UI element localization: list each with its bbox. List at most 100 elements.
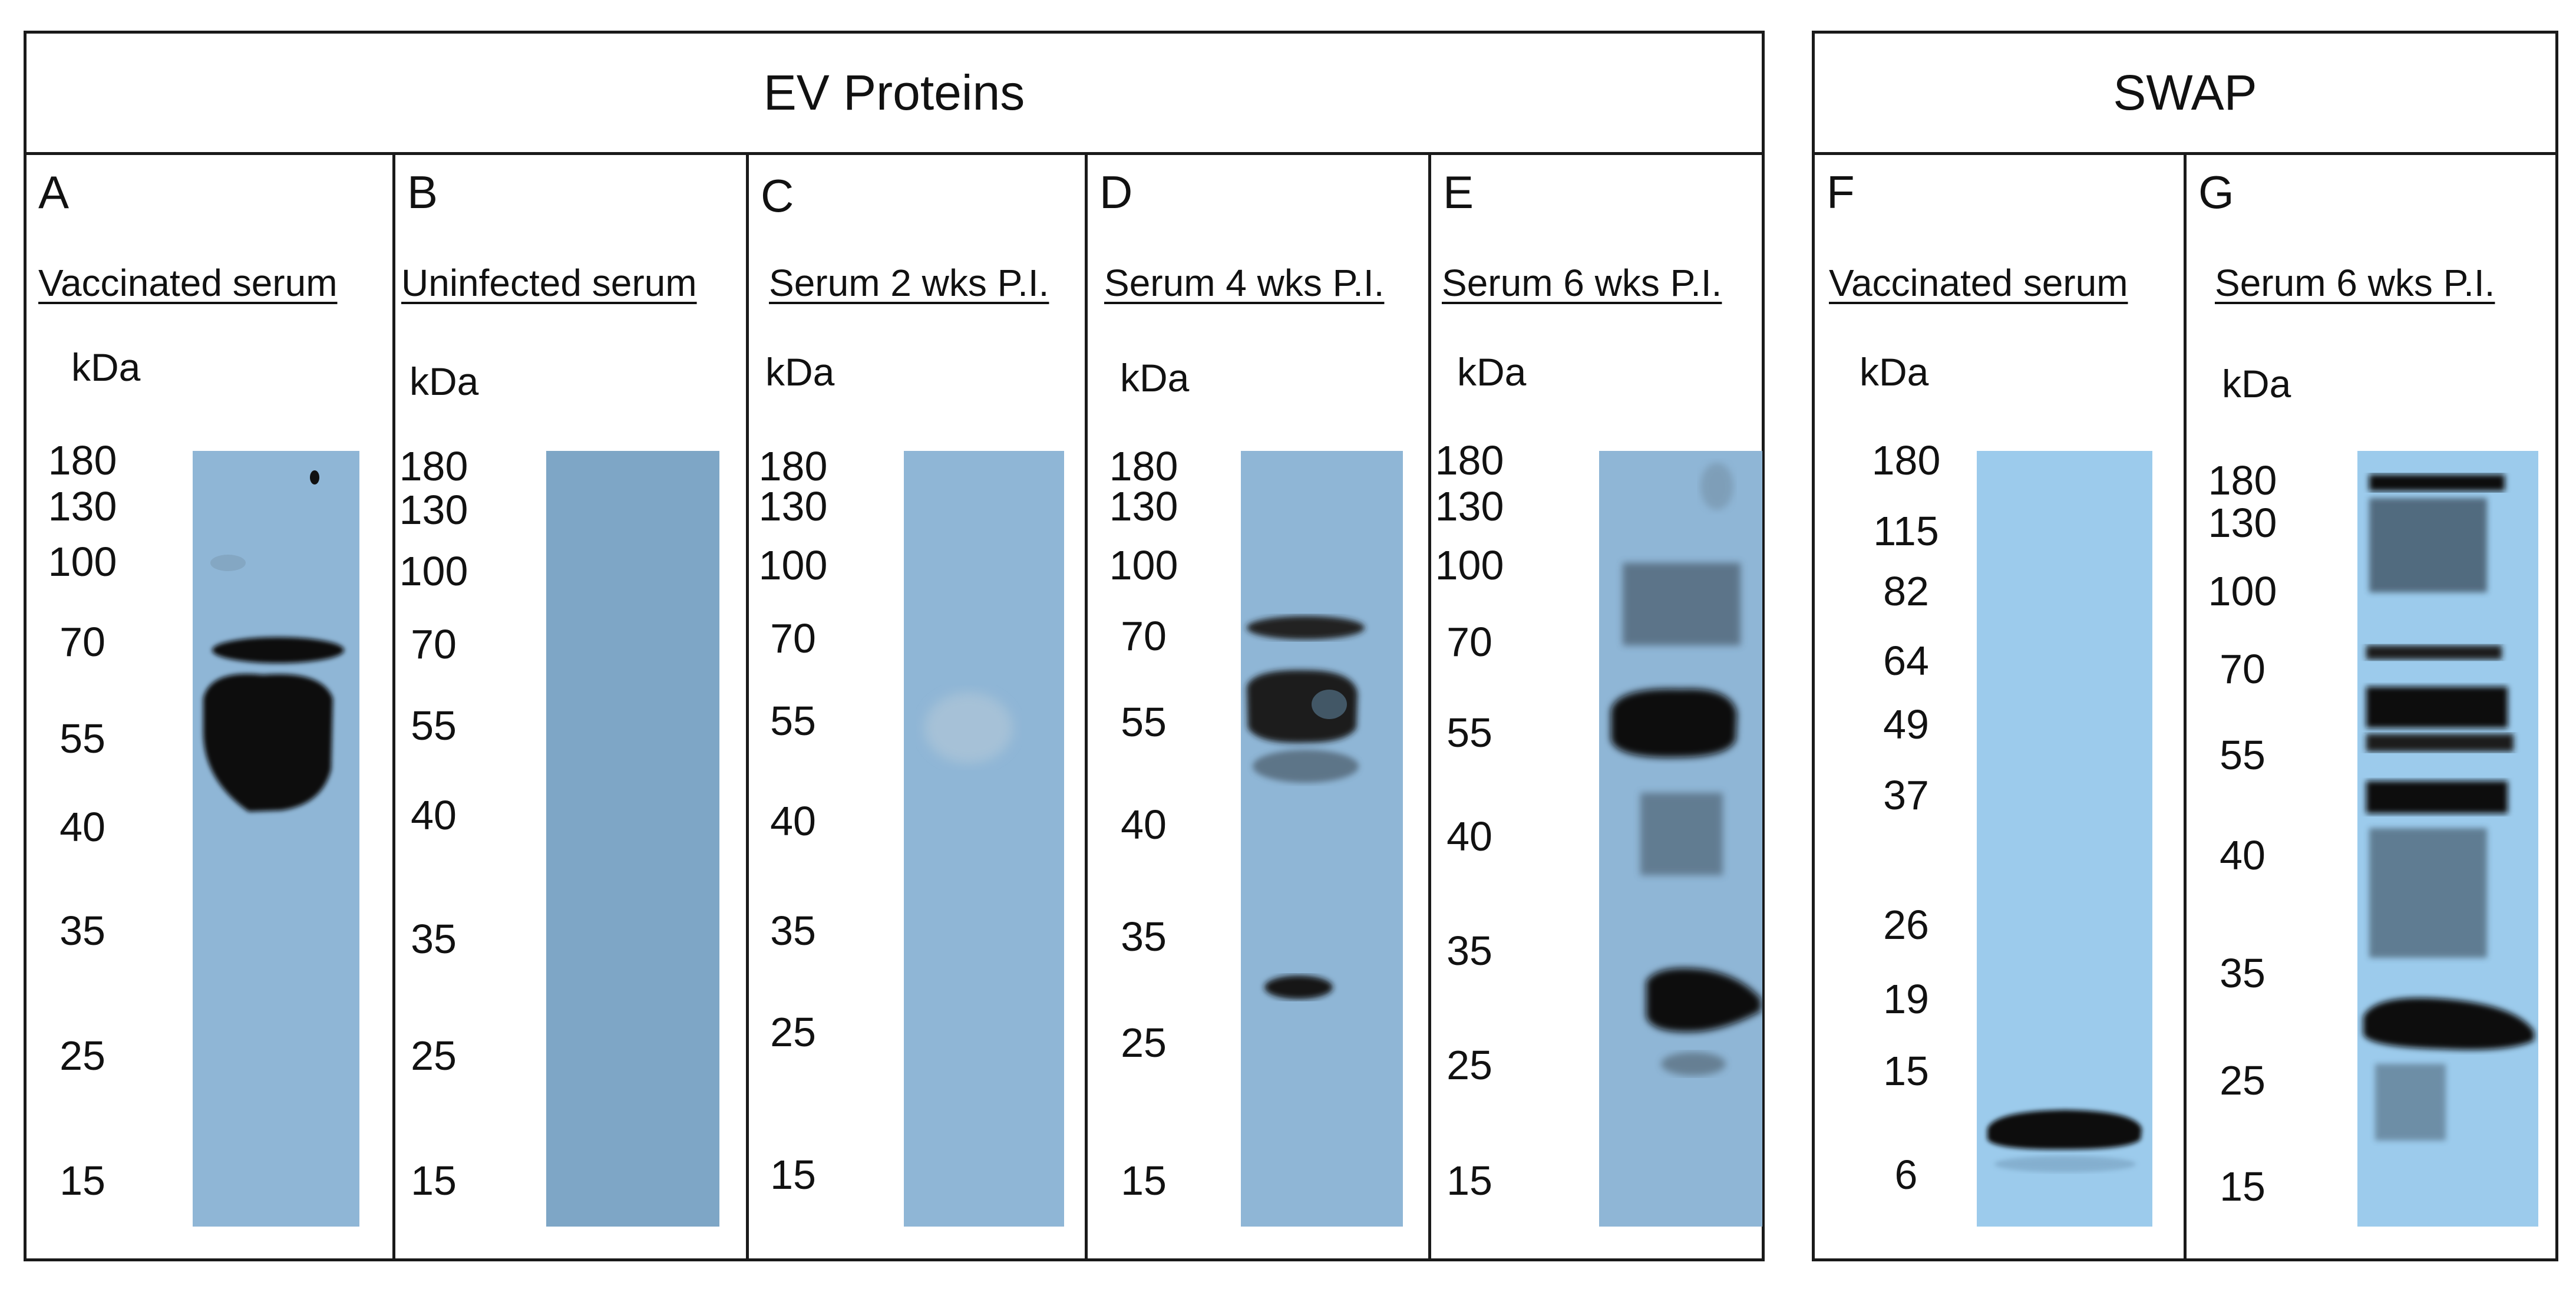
blot-strip	[2357, 451, 2538, 1227]
ev-proteins-group: EV Proteins A Vaccinated serum kDa 180 1…	[24, 31, 1765, 1261]
mw-marker: 64	[1883, 638, 1929, 684]
mw-marker: 25	[411, 1033, 457, 1079]
protein-band	[1661, 1052, 1726, 1076]
kda-label: kDa	[409, 360, 479, 403]
ev-proteins-header: EV Proteins	[27, 34, 1762, 155]
protein-band	[212, 637, 344, 663]
mw-marker: 26	[1883, 902, 1929, 948]
mw-marker: 180	[758, 443, 828, 489]
kda-label: kDa	[765, 350, 835, 394]
panel-title: Uninfected serum	[401, 262, 697, 304]
blot-strip	[1241, 451, 1403, 1227]
mw-marker: 15	[770, 1152, 816, 1198]
mw-marker: 180	[1109, 443, 1178, 489]
mw-marker: 70	[2220, 646, 2265, 692]
protein-band	[2369, 828, 2487, 958]
protein-band	[1247, 670, 1358, 743]
mw-marker: 55	[1446, 710, 1492, 756]
mw-marker: 70	[60, 619, 105, 665]
blot-strip	[546, 451, 719, 1227]
kda-label: kDa	[71, 345, 141, 389]
kda-label: kDa	[2222, 362, 2291, 406]
mw-marker: 35	[60, 908, 105, 954]
mw-marker: 35	[2220, 950, 2265, 996]
protein-band	[203, 674, 333, 812]
mw-marker: 100	[1109, 542, 1178, 588]
protein-band	[1640, 793, 1723, 875]
mw-marker: 25	[2220, 1057, 2265, 1103]
mw-marker: 55	[1121, 699, 1167, 745]
panel-letter: B	[407, 166, 438, 218]
mw-marker: 35	[1121, 914, 1167, 960]
protein-band	[1994, 1156, 2136, 1172]
mw-marker: 15	[60, 1158, 105, 1204]
mw-marker: 100	[758, 542, 828, 588]
panel-letter: A	[38, 166, 70, 218]
mw-marker: 100	[1435, 542, 1504, 588]
mw-marker: 130	[1109, 483, 1178, 529]
kda-label: kDa	[1457, 350, 1527, 394]
mw-marker: 15	[411, 1158, 457, 1204]
mw-marker: 55	[2220, 732, 2265, 778]
mw-marker: 82	[1883, 568, 1929, 614]
mw-marker: 15	[1121, 1158, 1167, 1204]
kda-label: kDa	[1120, 356, 1190, 400]
protein-band	[2366, 781, 2508, 813]
protein-band	[2366, 645, 2502, 660]
protein-band	[2375, 1064, 2446, 1141]
mw-marker: 130	[1435, 483, 1504, 529]
panel-g: G Serum 6 wks P.I. kDa 180 130 100 70 55…	[2184, 155, 2555, 1258]
panel-c: C Serum 2 wks P.I. kDa 180 130 100 70 55…	[746, 155, 1085, 1258]
mw-marker: 180	[1871, 437, 1941, 483]
panel-d: D Serum 4 wks P.I. kDa 180 130 100 70 55…	[1085, 155, 1428, 1258]
blot-strip	[1977, 451, 2152, 1227]
mw-marker: 25	[1121, 1020, 1167, 1066]
protein-band	[2366, 687, 2508, 728]
mw-marker: 49	[1883, 701, 1929, 747]
panel-letter: C	[761, 170, 794, 222]
mw-marker: 70	[1446, 619, 1492, 665]
mw-marker: 115	[1873, 508, 1939, 554]
mw-marker: 130	[758, 483, 828, 529]
panel-letter: F	[1827, 166, 1855, 218]
mw-marker: 55	[770, 698, 816, 744]
mw-marker: 25	[60, 1033, 105, 1079]
mw-marker: 6	[1894, 1152, 1918, 1198]
panel-letter: G	[2198, 166, 2234, 218]
mw-marker: 180	[1435, 437, 1504, 483]
mw-marker: 130	[48, 483, 117, 529]
panel-b: B Uninfected serum kDa 180 130 100 70 55…	[392, 155, 746, 1258]
panel-title: Serum 6 wks P.I.	[1442, 262, 1722, 304]
panel-letter: E	[1443, 166, 1474, 218]
mw-marker: 35	[411, 916, 457, 962]
panel-letter: D	[1099, 166, 1133, 218]
protein-band	[2366, 734, 2514, 752]
mw-marker: 130	[399, 487, 468, 533]
protein-band	[1623, 563, 1741, 645]
mw-marker: 70	[770, 615, 816, 661]
protein-band	[924, 693, 1013, 763]
protein-band	[1253, 750, 1359, 783]
blot-strip	[193, 451, 359, 1227]
mw-marker: 40	[770, 798, 816, 844]
protein-band	[2363, 998, 2534, 1050]
mw-marker: 100	[48, 539, 117, 585]
mw-marker: 100	[2208, 568, 2277, 614]
mw-marker: 70	[1121, 613, 1167, 659]
protein-band	[2369, 474, 2505, 491]
speck	[310, 470, 319, 484]
mw-marker: 100	[399, 548, 468, 594]
mw-marker: 40	[2220, 832, 2265, 878]
protein-band	[1987, 1110, 2142, 1150]
mw-marker: 130	[2208, 500, 2277, 546]
protein-band	[1312, 690, 1347, 719]
mw-marker: 15	[2220, 1164, 2265, 1209]
mw-marker: 55	[411, 703, 457, 749]
mw-marker: 40	[1121, 802, 1167, 848]
mw-marker: 35	[1446, 928, 1492, 974]
blot-strip	[904, 451, 1064, 1227]
mw-marker: 180	[48, 437, 117, 483]
protein-band	[1247, 616, 1365, 640]
protein-band	[2369, 498, 2487, 592]
swap-group: SWAP F Vaccinated serum kDa 180 115 82 6…	[1812, 31, 2558, 1261]
